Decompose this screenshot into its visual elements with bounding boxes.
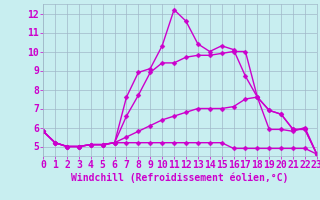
X-axis label: Windchill (Refroidissement éolien,°C): Windchill (Refroidissement éolien,°C) (71, 173, 289, 183)
